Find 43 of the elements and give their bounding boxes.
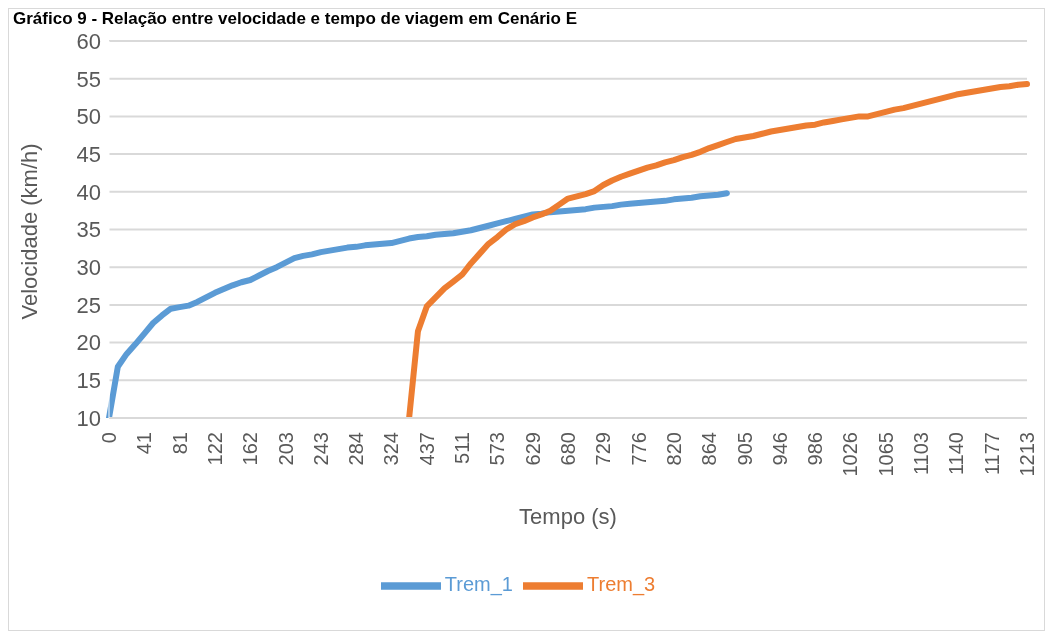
x-tick-label: 1177: [980, 432, 1003, 476]
x-tick-label: 437: [415, 432, 438, 466]
x-tick-label: 986: [804, 432, 827, 466]
x-tick-label: 284: [345, 432, 368, 466]
x-tick-label: 1065: [874, 432, 897, 477]
x-tick-label: 1103: [910, 432, 933, 476]
x-tick-label: 729: [592, 432, 615, 466]
y-tick-label: 45: [76, 141, 101, 167]
y-tick-label: 15: [76, 368, 101, 394]
x-tick-label: 1140: [945, 432, 968, 476]
legend-label: Trem_1: [444, 573, 513, 596]
x-tick-label: 511: [451, 432, 474, 464]
x-tick-label: 864: [698, 432, 721, 466]
x-tick-label: 243: [309, 432, 332, 466]
y-tick-label: 50: [76, 104, 101, 130]
x-tick-label: 0: [98, 432, 120, 444]
y-tick-label: 55: [76, 66, 101, 92]
x-tick-label: 1213: [1016, 432, 1038, 477]
y-tick-label: 25: [76, 292, 101, 318]
y-axis-title: Velocidade (km/h): [16, 143, 42, 320]
y-tick-label: 35: [76, 217, 101, 243]
x-tick-label: 946: [768, 432, 791, 466]
y-tick-label: 40: [76, 179, 101, 205]
x-tick-label: 629: [521, 432, 544, 466]
y-tick-label: 10: [76, 405, 101, 431]
legend-label: Trem_3: [587, 573, 656, 596]
x-tick-label: 41: [133, 432, 156, 455]
x-tick-label: 162: [239, 432, 262, 466]
x-tick-label: 81: [168, 432, 191, 455]
x-tick-label: 680: [557, 432, 579, 466]
x-tick-label: 122: [203, 432, 226, 466]
x-tick-label: 820: [662, 432, 685, 466]
chart-title: Gráfico 9 - Relação entre velocidade e tempo de viagem em Cenário E: [13, 9, 578, 29]
x-tick-label: 776: [627, 432, 650, 466]
y-tick-label: 30: [76, 255, 101, 281]
y-tick-label: 20: [76, 330, 101, 356]
x-tick-label: 905: [733, 432, 756, 466]
x-tick-label: 203: [274, 432, 297, 466]
x-tick-label: 573: [486, 432, 509, 466]
x-tick-label: 1026: [839, 432, 862, 477]
x-tick-label: 324: [380, 432, 403, 466]
y-tick-label: 60: [76, 28, 101, 54]
x-axis-title: Tempo (s): [519, 504, 617, 529]
